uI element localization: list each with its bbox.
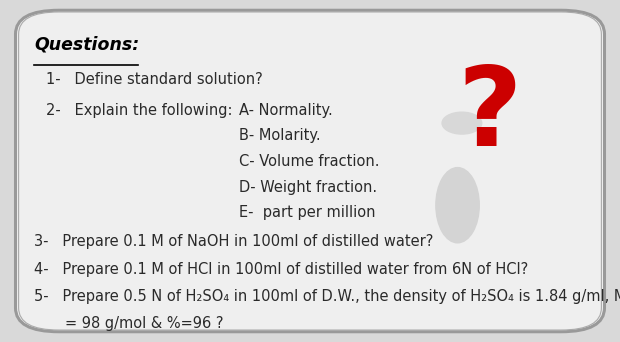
Text: 2-   Explain the following:: 2- Explain the following: [46, 103, 233, 118]
Text: = 98 g/mol & %=96 ?: = 98 g/mol & %=96 ? [65, 316, 224, 331]
Text: Questions:: Questions: [34, 36, 140, 54]
Text: 3-   Prepare 0.1 M of NaOH in 100ml of distilled water?: 3- Prepare 0.1 M of NaOH in 100ml of dis… [34, 234, 433, 249]
FancyBboxPatch shape [16, 10, 604, 332]
Text: 1-   Define standard solution?: 1- Define standard solution? [46, 72, 264, 87]
Text: B- Molarity.: B- Molarity. [239, 128, 321, 143]
Text: D- Weight fraction.: D- Weight fraction. [239, 180, 377, 195]
Ellipse shape [436, 168, 479, 243]
Text: 4-   Prepare 0.1 M of HCl in 100ml of distilled water from 6N of HCl?: 4- Prepare 0.1 M of HCl in 100ml of dist… [34, 262, 528, 277]
Text: ?: ? [458, 62, 522, 169]
Text: C- Volume fraction.: C- Volume fraction. [239, 154, 379, 169]
Text: E-  part per million: E- part per million [239, 205, 375, 220]
Circle shape [442, 112, 482, 134]
Text: 5-   Prepare 0.5 N of H₂SO₄ in 100ml of D.W., the density of H₂SO₄ is 1.84 g/ml,: 5- Prepare 0.5 N of H₂SO₄ in 100ml of D.… [34, 289, 620, 304]
Text: A- Normality.: A- Normality. [239, 103, 332, 118]
